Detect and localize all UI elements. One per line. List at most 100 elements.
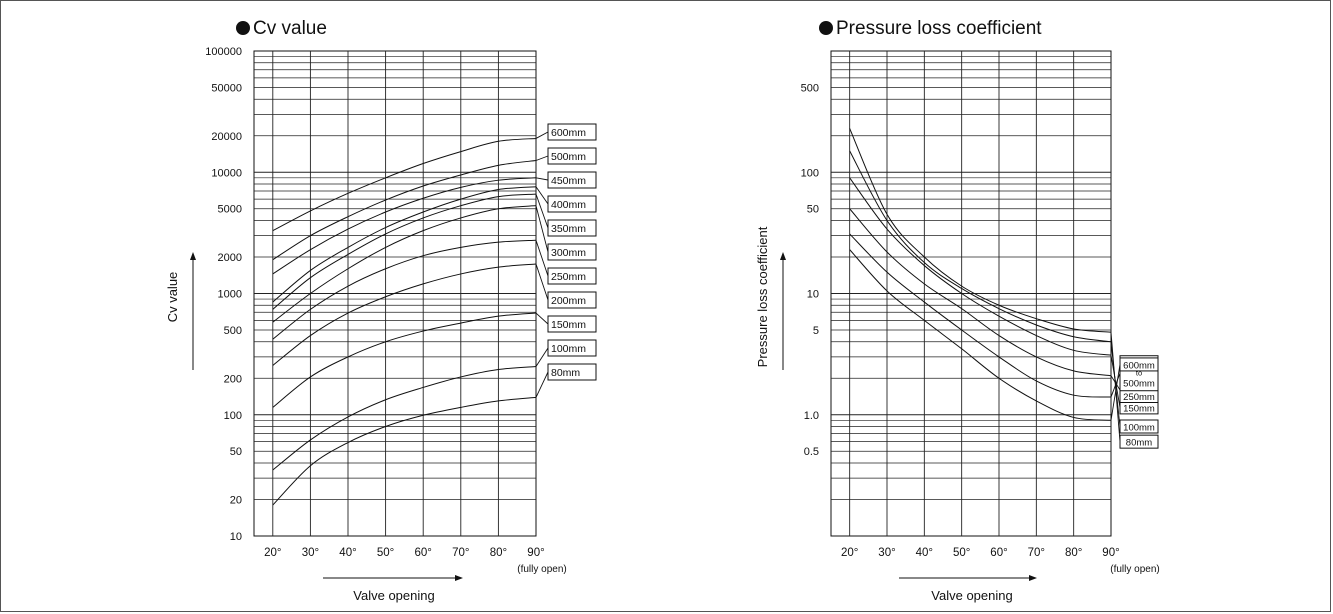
- plc-legend-label: 80mm: [1126, 438, 1152, 449]
- cv-y-tick-label: 2000: [218, 252, 242, 264]
- cv-legend-label: 300mm: [551, 247, 586, 259]
- plc-chart-title: Pressure loss coefficient: [819, 18, 1042, 40]
- bullet-icon: [236, 21, 250, 35]
- cv-legend-label: 150mm: [551, 319, 586, 331]
- cv-legend-label: 350mm: [551, 223, 586, 235]
- cv-legend-box: [547, 147, 597, 165]
- plc-y-tick-label: 5: [813, 325, 819, 337]
- cv-series-line: [272, 366, 537, 471]
- plc-y-axis-label: Pressure loss coefficient: [755, 226, 770, 367]
- cv-legend-label: 600mm: [551, 127, 586, 139]
- cv-series-line: [272, 137, 537, 232]
- cv-legend-box: [547, 339, 597, 357]
- plc-legend-label: 150mm: [1123, 403, 1155, 414]
- cv-legend-box: [547, 291, 597, 309]
- plc-x-axis-arrowhead: [1029, 575, 1037, 581]
- cv-leader-line: [535, 193, 549, 229]
- cv-legend-label: 200mm: [551, 295, 586, 307]
- plc-legend-box: [1119, 434, 1159, 449]
- cv-y-tick-label: 5000: [218, 204, 242, 216]
- plc-x-tick-label: 80°: [1065, 547, 1082, 559]
- plc-series-line: [849, 177, 1112, 356]
- cv-y-tick-label: 100: [224, 410, 242, 422]
- plc-x-tick-label: 70°: [1028, 547, 1045, 559]
- cv-leader-line: [535, 131, 549, 139]
- cv-x-axis-arrowhead: [455, 575, 463, 581]
- cv-y-axis-arrowhead: [190, 252, 196, 260]
- cv-leader-line: [535, 240, 549, 277]
- cv-legend-box: [547, 363, 597, 381]
- plc-legend-label: to: [1136, 369, 1142, 378]
- cv-chart: 100000 50000 20000 10000 5000 2000 1000 500 200 1…: [165, 46, 597, 603]
- cv-y-tick-label: 20: [230, 495, 242, 507]
- cv-leader-line: [535, 205, 549, 253]
- cv-y-tick-label: 1000: [218, 289, 242, 301]
- cv-chart-title: Cv value: [236, 18, 327, 40]
- cv-leader-line: [535, 177, 549, 181]
- plc-legend-label: 600mm: [1123, 360, 1155, 371]
- cv-series-line: [272, 160, 537, 261]
- plc-x-tick-label: 90°: [1102, 547, 1119, 559]
- cv-x-axis-label: Valve opening: [353, 588, 434, 603]
- plc-legend-label: 500mm: [1123, 379, 1155, 390]
- cv-x-tick-label: 80°: [490, 547, 507, 559]
- plc-legend-label: 100mm: [1123, 423, 1155, 434]
- plc-y-tick-label: 0.5: [804, 446, 819, 458]
- cv-leader-line: [535, 371, 549, 398]
- cv-chart-title-text: Cv value: [253, 18, 327, 39]
- cv-legend-box: [547, 219, 597, 237]
- cv-series-line: [272, 193, 537, 310]
- plc-y-tick-label: 10: [807, 289, 819, 301]
- plc-x-tick-label: 60°: [990, 547, 1007, 559]
- cv-x-tick-label: 90°: [527, 547, 544, 559]
- plc-leader-line: [1110, 375, 1121, 391]
- cv-y-tick-label: 10000: [211, 167, 242, 179]
- cv-series-line: [272, 205, 537, 323]
- cv-y-tick-label: 100000: [205, 46, 242, 58]
- cv-series-line: [272, 186, 537, 303]
- cv-series-line: [272, 177, 537, 275]
- plc-x-axis-label: Valve opening: [931, 588, 1012, 603]
- cv-legend-box: [547, 315, 597, 333]
- plc-y-tick-label: 100: [801, 167, 819, 179]
- cv-y-tick-label: 200: [224, 373, 242, 385]
- cv-y-tick-label: 20000: [211, 131, 242, 143]
- cv-y-tick-label: 500: [224, 325, 242, 337]
- cv-legend-label: 450mm: [551, 175, 586, 187]
- plc-series-line: [849, 128, 1112, 333]
- cv-legend-box: [547, 267, 597, 285]
- cv-leader-line: [535, 155, 549, 161]
- plc-x-tick-label: 30°: [878, 547, 895, 559]
- plc-series-line: [849, 233, 1112, 398]
- cv-series-line: [272, 312, 537, 408]
- cv-legend-label: 250mm: [551, 271, 586, 283]
- cv-y-tick-label: 50: [230, 446, 242, 458]
- plc-leader-line: [1110, 355, 1121, 408]
- cv-x-tick-label: 30°: [302, 547, 319, 559]
- cv-legend-label: 400mm: [551, 199, 586, 211]
- plc-series-line: [849, 249, 1112, 421]
- cv-x-tick-label: 70°: [452, 547, 469, 559]
- cv-legend-label: 100mm: [551, 343, 586, 355]
- plc-y-tick-label: 500: [801, 82, 819, 94]
- plc-legend-box: [1119, 357, 1159, 372]
- cv-leader-line: [535, 186, 549, 205]
- plc-leader-line: [1110, 373, 1121, 398]
- plc-y-tick-label: 1.0: [804, 410, 819, 422]
- plc-legend-box: [1119, 419, 1159, 434]
- bullet-icon: [819, 21, 833, 35]
- plc-y-tick-label: 50: [807, 204, 819, 216]
- plc-fully-open-note: (fully open): [1110, 564, 1159, 575]
- cv-legend-box: [547, 195, 597, 213]
- plc-x-tick-label: 50°: [953, 547, 970, 559]
- cv-fully-open-note: (fully open): [517, 564, 566, 575]
- cv-legend-box: [547, 123, 597, 141]
- plc-leader-line: [1110, 364, 1121, 421]
- cv-legend-label: 500mm: [551, 151, 586, 163]
- plc-series-line: [849, 208, 1112, 377]
- plc-legend-label: 250mm: [1123, 392, 1155, 403]
- plc-x-tick-label: 40°: [916, 547, 933, 559]
- cv-legend-box: [547, 243, 597, 261]
